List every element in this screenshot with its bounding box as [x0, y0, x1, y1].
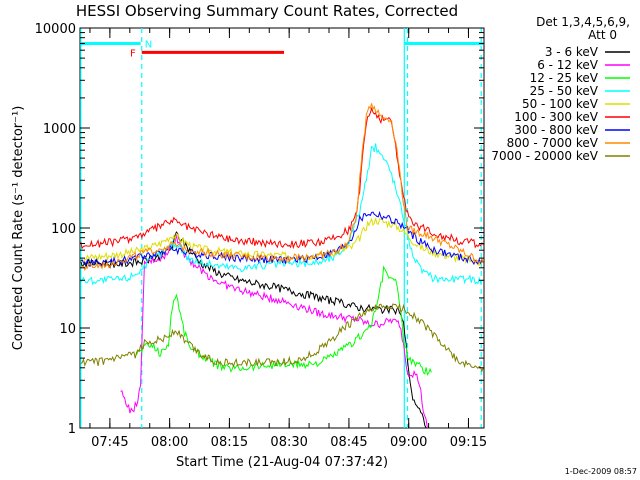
series-12-25-kev [136, 265, 432, 376]
chart-title: HESSI Observing Summary Count Rates, Cor… [76, 2, 458, 20]
legend-label-50-100-kev: 50 - 100 keV [522, 97, 599, 111]
legend-header-line-2: Att 0 [588, 28, 617, 42]
flag-bars: NF [80, 39, 484, 59]
legend-label-300-800-kev: 300 - 800 keV [514, 123, 598, 137]
legend-label-3-6-kev: 3 - 6 keV [545, 45, 599, 59]
x-tick-label-08-30: 08:30 [270, 435, 307, 450]
y-axis-ticks: 1 10 100 1000 10000 [35, 22, 484, 437]
series-100-300-kev [80, 106, 484, 250]
y-tick-label-10000: 10000 [35, 22, 76, 37]
series-800-7000-kev [80, 103, 484, 271]
series-7000-20000-kev [80, 303, 484, 373]
x-tick-label-09-00: 09:00 [390, 435, 427, 450]
legend-label-100-300-kev: 100 - 300 keV [514, 110, 598, 124]
x-tick-label-08-45: 08:45 [330, 435, 367, 450]
x-tick-label-09-15: 09:15 [450, 435, 487, 450]
legend-label-12-25-kev: 12 - 25 keV [530, 71, 599, 85]
flag-label-night-start: N [145, 39, 152, 50]
legend-label-25-50-kev: 25 - 50 keV [530, 84, 599, 98]
y-axis-label: Corrected Count Rate (s⁻¹ detector⁻¹) [11, 106, 26, 351]
legend-label-800-7000-kev: 800 - 7000 keV [507, 136, 599, 150]
y-tick-label-1: 1 [68, 422, 76, 437]
x-tick-label-07-45: 07:45 [91, 435, 128, 450]
y-tick-label-10: 10 [59, 322, 76, 337]
series-50-100-kev [80, 217, 484, 266]
legend-label-7000-20000-kev: 7000 - 20000 keV [491, 149, 598, 163]
footer-timestamp: 1-Dec-2009 08:57 [565, 467, 637, 476]
y-tick-label-100: 100 [51, 222, 76, 237]
legend-label-6-12-kev: 6 - 12 keV [537, 58, 599, 72]
series-lines [80, 103, 484, 429]
flag-label-flare: F [130, 48, 136, 59]
x-axis-ticks: 07:45 08:00 08:15 08:30 08:45 09:00 09:15 [89, 28, 487, 450]
x-axis-label: Start Time (21-Aug-04 07:37:42) [176, 455, 388, 470]
y-tick-label-1000: 1000 [43, 122, 76, 137]
x-tick-label-08-15: 08:15 [211, 435, 248, 450]
legend-header-line-1: Det 1,3,4,5,6,9, [536, 15, 630, 29]
x-tick-label-08-00: 08:00 [151, 435, 188, 450]
series-3-6-kev [80, 231, 428, 429]
